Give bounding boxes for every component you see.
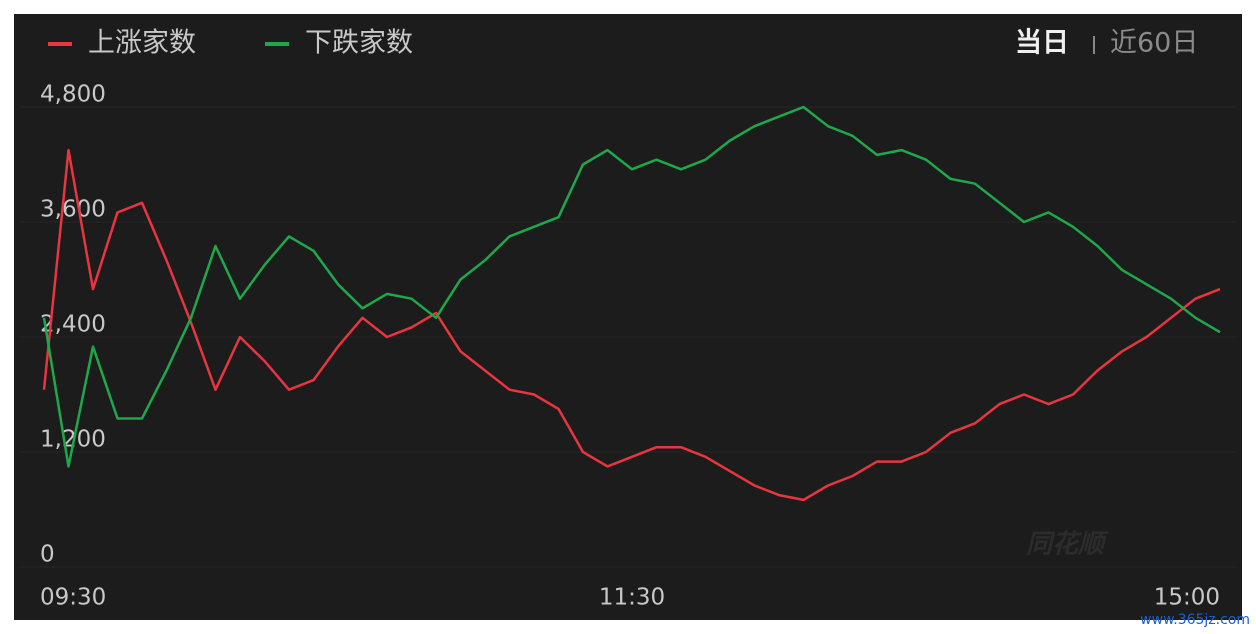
series-line	[42, 148, 1221, 502]
legend-label: 上涨家数	[88, 28, 196, 59]
tab-60days[interactable]: 近60日	[1110, 28, 1198, 59]
y-tick-label: 3,600	[40, 197, 106, 223]
series-line	[42, 105, 1221, 468]
x-tick-label: 15:00	[1154, 585, 1220, 611]
y-tick-label: 4,800	[40, 82, 106, 108]
panel	[14, 14, 1242, 620]
site-watermark: www.365jz.com	[1140, 612, 1250, 628]
watermark: 同花顺	[1026, 530, 1109, 560]
x-tick-label: 11:30	[599, 585, 665, 611]
x-tick-label: 09:30	[40, 585, 106, 611]
legend-label: 下跌家数	[305, 28, 413, 59]
tab-today[interactable]: 当日	[1015, 28, 1069, 59]
y-tick-label: 0	[40, 542, 55, 568]
